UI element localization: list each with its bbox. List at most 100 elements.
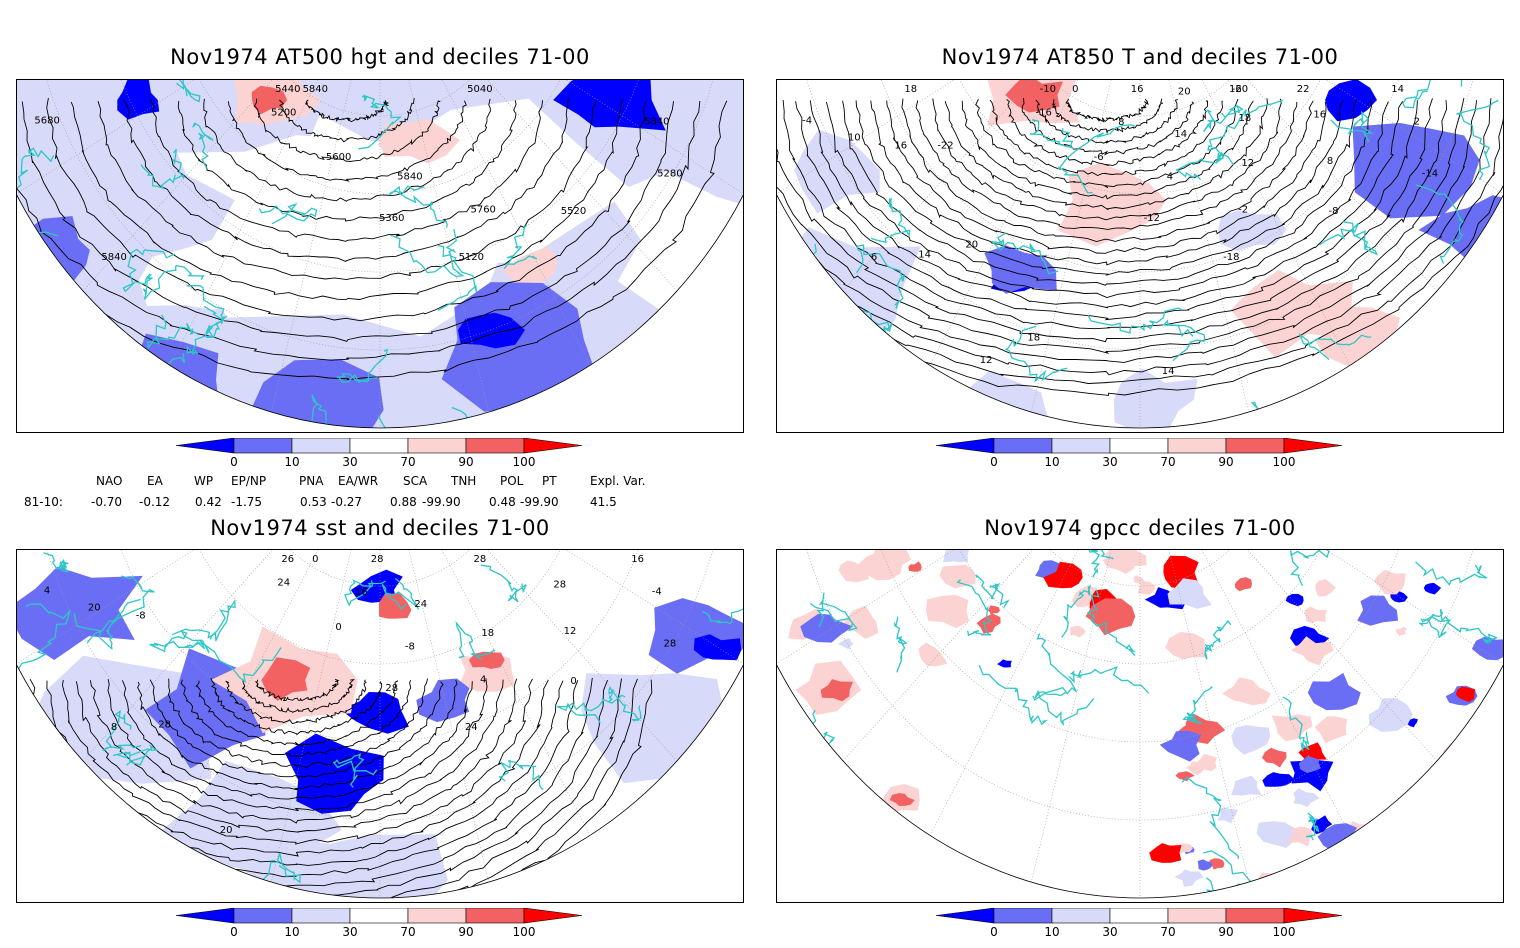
- panel-title-sst: Nov1974 sst and deciles 71-00: [210, 516, 550, 540]
- colorbar-t850: 0 10 30 70 90 100: [935, 437, 1356, 478]
- coastline-segment: [455, 620, 496, 660]
- coastline-segment: [332, 753, 378, 788]
- map-sst: 28 24 24 28 28 26 0 0 4 4 0 -4 -8 8 12 16 20 18 20 16 24 28 28…: [16, 549, 744, 903]
- shaded-anomaly-region: [648, 598, 743, 674]
- shaded-anomaly-region: [553, 80, 666, 131]
- contour-label: -4: [802, 115, 812, 126]
- colorbar-swatch: [1167, 907, 1227, 924]
- colorbar-graphic: [175, 437, 583, 454]
- shaded-anomaly-region: [1197, 859, 1213, 871]
- shaded-anomaly-region: [1113, 368, 1198, 428]
- colorbar-tick-label: 10: [1044, 455, 1060, 469]
- shaded-anomaly-region: [693, 634, 742, 661]
- contour-label: 16: [631, 554, 644, 565]
- colorbar-tick-label: 100: [512, 455, 536, 469]
- colorbar-swatch: [1109, 907, 1169, 924]
- coastline-segment: [169, 80, 201, 103]
- shaded-anomaly-region: [1407, 860, 1452, 892]
- contour-line: [149, 99, 544, 242]
- coastline-segment: [186, 284, 225, 338]
- contour-label: 8: [1327, 156, 1333, 167]
- colorbar-arrow-low: [175, 437, 235, 454]
- colorbar-tick-label: 70: [1160, 925, 1176, 939]
- coastline-segment: [17, 768, 70, 797]
- index-value: 0.42: [195, 495, 222, 509]
- contour-label: 18: [481, 628, 494, 639]
- meridian-line: [1139, 550, 1351, 836]
- contour-line: [777, 99, 1448, 343]
- shaded-anomaly-region: [1231, 775, 1262, 796]
- coastline-segment: [1175, 151, 1224, 180]
- shaded-anomaly-region: [997, 659, 1012, 668]
- shaded-anomaly-region: [1231, 725, 1271, 755]
- shaded-anomaly-region: [378, 593, 412, 619]
- shaded-anomaly-region: [261, 657, 311, 701]
- coastline-segment: [679, 843, 743, 883]
- shaded-anomaly-region: [1005, 80, 1063, 113]
- meridian-line: [379, 550, 489, 883]
- contour-label: -18: [1223, 252, 1239, 263]
- coastline-segment: [1057, 124, 1136, 194]
- shaded-anomaly-region: [1455, 686, 1475, 702]
- coastline-segment: [171, 599, 236, 642]
- contour-line: [901, 98, 1314, 242]
- colorbar-tick-label: 90: [1218, 455, 1234, 469]
- contour-label: 5440: [275, 84, 300, 95]
- contour-label: 16: [894, 141, 907, 152]
- colorbar-tick-label: 0: [990, 925, 998, 939]
- colorbar-tick-label: 10: [284, 455, 300, 469]
- coastline-segment: [1492, 824, 1503, 874]
- index-value: 0.88: [390, 495, 417, 509]
- contour-label: 16: [1131, 84, 1144, 95]
- contour-line: [825, 101, 1389, 298]
- colorbar-swatch: [233, 437, 293, 454]
- shaded-anomaly-region: [1262, 772, 1296, 787]
- colorbar-tick-label: 30: [1102, 925, 1118, 939]
- contour-line: [1052, 98, 1164, 135]
- coastline-segment: [1061, 584, 1092, 638]
- coastline-segment: [1415, 561, 1488, 586]
- coastline-segment: [701, 560, 743, 625]
- shaded-anomaly-region: [1291, 636, 1334, 666]
- contour-line: [944, 98, 1268, 211]
- meridian-line: [1139, 80, 1351, 366]
- coastline-segment: [149, 630, 210, 654]
- contour-line: [75, 678, 518, 833]
- shaded-anomaly-region: [918, 642, 948, 667]
- coastline-segment: [102, 709, 142, 752]
- shaded-anomaly-region: [1159, 730, 1202, 762]
- contour-label: -14: [1422, 169, 1438, 180]
- contour-line: [121, 680, 473, 800]
- contour-label: 5520: [561, 206, 586, 217]
- shaded-anomaly-region: [1285, 593, 1304, 607]
- contour-label: 4: [44, 585, 50, 596]
- contour-line: [227, 100, 467, 182]
- colorbar-swatch: [407, 437, 467, 454]
- shaded-anomaly-region: [1352, 123, 1480, 219]
- contour-label: 5200: [271, 108, 296, 119]
- contour-label: 5680: [34, 115, 59, 126]
- shaded-anomaly-region: [1165, 631, 1207, 660]
- colorbar-arrow-high: [523, 907, 583, 924]
- coastline-segment: [711, 266, 743, 337]
- colorbar-swatch: [291, 907, 351, 924]
- contour-line: [149, 679, 444, 778]
- coastline-segment: [1207, 99, 1284, 166]
- contour-label: 20: [88, 602, 101, 613]
- index-header: POL: [500, 474, 524, 488]
- shaded-anomaly-region: [987, 605, 1000, 615]
- coastline-segment: [894, 616, 908, 673]
- shaded-anomaly-region: [1445, 812, 1472, 832]
- colorbar-tick-label: 30: [1102, 455, 1118, 469]
- contour-line: [777, 98, 1503, 396]
- colorbar-tick-label: 0: [990, 455, 998, 469]
- coastline-segment: [1203, 104, 1244, 133]
- index-row-label: 81-10:: [24, 495, 63, 509]
- contour-label: 18: [904, 84, 917, 95]
- index-header: NAO: [96, 474, 123, 488]
- contour-label: -6: [1094, 152, 1104, 163]
- contour-lines: [17, 97, 728, 381]
- contour-line: [777, 98, 1465, 354]
- shaded-anomaly-region: [1415, 794, 1453, 820]
- contour-label: 5760: [470, 205, 495, 216]
